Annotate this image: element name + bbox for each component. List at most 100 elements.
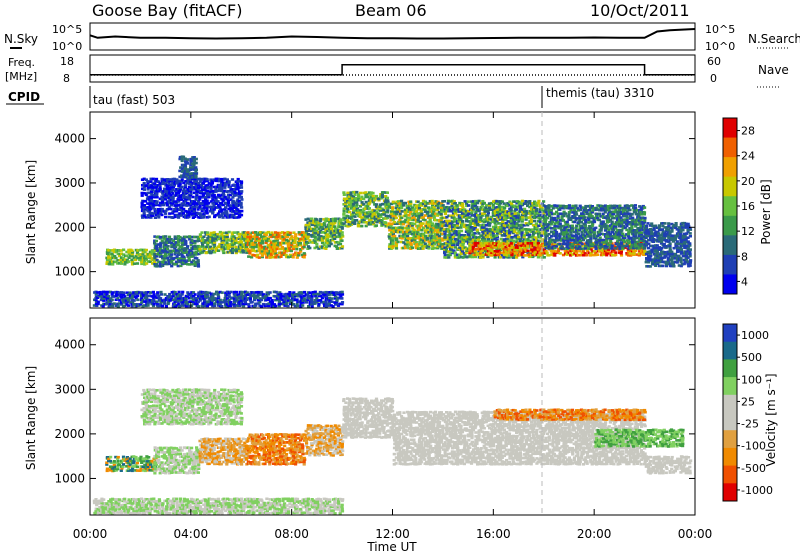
power-cell [362, 191, 366, 195]
power-cell [621, 212, 625, 216]
power-cell [395, 237, 399, 240]
power-cell [456, 243, 460, 246]
power-cell [306, 233, 310, 236]
power-cell [317, 247, 321, 250]
power-cell [142, 188, 146, 191]
power-cell [329, 229, 334, 232]
power-cell [436, 219, 440, 222]
power-cell [552, 251, 556, 255]
power-cell [543, 251, 547, 255]
power-cell [183, 192, 187, 195]
power-cell [304, 227, 308, 230]
power-cell [522, 235, 526, 239]
power-cell [205, 251, 209, 254]
power-cell [412, 208, 416, 211]
power-cell [279, 255, 283, 258]
power-cell [607, 209, 611, 212]
power-cell [474, 240, 478, 243]
power-cell [513, 224, 517, 227]
power-cell [524, 218, 528, 221]
power-cell [437, 239, 441, 242]
power-cell [235, 249, 240, 253]
power-cell [632, 246, 636, 250]
power-cell [144, 206, 148, 209]
power-cell [614, 221, 618, 224]
power-cell [253, 237, 258, 241]
power-cell [168, 201, 172, 205]
power-cell [409, 211, 413, 215]
power-cell [258, 241, 262, 245]
power-cell [167, 259, 171, 262]
power-cell [174, 201, 178, 205]
power-cell [162, 203, 166, 207]
power-cell [616, 217, 620, 220]
power-cell [618, 245, 622, 248]
power-cell [448, 234, 452, 237]
power-cell [511, 226, 515, 229]
power-cell [648, 265, 652, 268]
power-cell [151, 177, 155, 181]
power-cell [642, 212, 646, 216]
power-cell [151, 262, 155, 265]
power-cell [506, 256, 510, 259]
power-cell [275, 237, 279, 240]
power-cell [536, 255, 540, 259]
power-cell [430, 222, 434, 225]
power-cell [324, 247, 328, 250]
power-cell [637, 252, 641, 255]
power-cell [187, 210, 191, 213]
power-cell [192, 207, 196, 211]
power-cell [666, 234, 670, 238]
power-cell [575, 229, 579, 232]
power-cell [194, 184, 198, 187]
power-cell [161, 199, 165, 203]
power-cell [668, 244, 672, 247]
power-cell [646, 254, 651, 258]
power-cell [639, 232, 644, 236]
power-cell [551, 245, 555, 248]
power-cell [303, 239, 307, 242]
power-cell [609, 252, 613, 255]
power-cell [569, 218, 573, 221]
power-cell [470, 251, 474, 255]
power-cell [574, 254, 579, 257]
power-cell [482, 226, 486, 229]
power-cell [315, 219, 319, 223]
power-cell [250, 231, 254, 235]
power-cell [347, 203, 351, 206]
power-cell [569, 254, 573, 257]
power-cell [502, 256, 506, 259]
power-cell [153, 256, 157, 260]
power-cell [347, 223, 351, 226]
power-cell [685, 250, 689, 254]
power-cell [322, 218, 326, 221]
power-cell [578, 214, 582, 218]
power-cell [302, 237, 306, 240]
power-cell [151, 182, 155, 185]
power-cell [158, 197, 162, 201]
power-cell [590, 215, 594, 218]
power-cell [162, 197, 166, 201]
power-cell [177, 251, 181, 254]
power-cell [167, 178, 172, 181]
power-cell [434, 218, 438, 222]
power-cell [187, 185, 191, 189]
power-cell [157, 235, 161, 238]
power-cell [206, 231, 210, 234]
power-cell [162, 194, 166, 197]
power-cell [185, 196, 189, 200]
power-cell [391, 222, 395, 225]
power-cell [625, 210, 629, 214]
power-cell [612, 212, 616, 216]
power-cell [180, 214, 184, 217]
power-cell [518, 228, 522, 231]
power-cell [400, 210, 404, 213]
power-cell [465, 217, 469, 221]
power-cell [246, 243, 250, 247]
power-cell [645, 242, 649, 246]
power-cell [498, 210, 502, 213]
power-cell [329, 231, 334, 235]
power-cell [207, 249, 211, 252]
power-cell [508, 200, 512, 204]
power-cell [289, 249, 293, 253]
